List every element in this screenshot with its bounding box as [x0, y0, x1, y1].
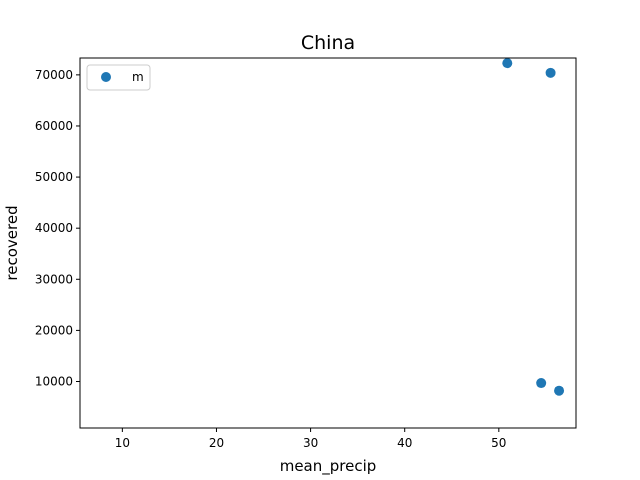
x-tick-label: 50	[491, 436, 506, 450]
y-tick-label: 10000	[35, 374, 73, 388]
y-tick-label: 70000	[35, 68, 73, 82]
y-tick-label: 30000	[35, 272, 73, 286]
y-axis-label: recovered	[3, 205, 21, 280]
legend-label: m	[132, 70, 144, 84]
x-axis: 10 20 30 40 50	[115, 428, 506, 450]
x-tick-label: 20	[209, 436, 224, 450]
data-point	[536, 378, 547, 389]
x-tick-label: 10	[115, 436, 130, 450]
y-tick-label: 60000	[35, 119, 73, 133]
x-tick-label: 30	[303, 436, 318, 450]
y-tick-label: 20000	[35, 323, 73, 337]
legend-marker	[101, 72, 111, 82]
y-tick-label: 40000	[35, 221, 73, 235]
legend-box	[86, 64, 151, 91]
legend: m	[86, 64, 151, 91]
y-axis: 10000 20000 30000 40000 50000 60000 70000	[35, 68, 80, 388]
x-tick-label: 40	[397, 436, 412, 450]
data-point	[545, 67, 556, 78]
x-axis-label: mean_precip	[280, 457, 377, 476]
chart-title: China	[301, 32, 355, 54]
y-tick-label: 50000	[35, 170, 73, 184]
data-point	[554, 385, 565, 396]
data-point	[502, 58, 513, 69]
plot-area-frame	[79, 57, 577, 429]
plot-marks	[502, 58, 565, 396]
